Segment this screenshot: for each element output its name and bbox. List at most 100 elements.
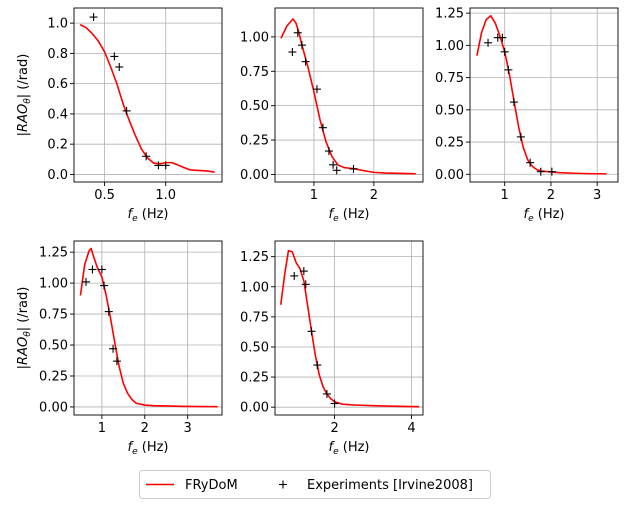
y-tick-label: 1.0 xyxy=(47,17,68,32)
x-tick-label: 2 xyxy=(370,188,378,203)
experiment-data-point xyxy=(290,271,299,280)
experiment-data-point xyxy=(301,57,310,66)
x-tick-label: 0.5 xyxy=(94,188,115,203)
y-tick-label: 0.4 xyxy=(47,107,68,122)
experiment-data-point xyxy=(349,164,358,173)
experiment-data-point xyxy=(504,65,513,74)
experiment-data-point xyxy=(324,147,333,156)
subplot-5: 2 4 0.00 0.25 0.50 0.75 1.00 1.25 fe (Hz) xyxy=(240,240,424,457)
y-axis-label: |RAOθ| (/rad) xyxy=(16,54,33,137)
x-tick-label: 2 xyxy=(330,421,338,436)
y-tick-label: 0.75 xyxy=(240,65,269,80)
y-tick-label: 0.00 xyxy=(435,168,464,183)
experiment-data-point xyxy=(498,33,507,42)
legend-experiment-marker-swatch xyxy=(279,480,287,489)
frydom-series-line xyxy=(79,247,218,408)
experiment-data-point xyxy=(297,41,306,50)
y-tick-label: 0.75 xyxy=(435,71,464,86)
y-tick-label: 0.00 xyxy=(39,400,68,415)
x-axis-label: fe (Hz) xyxy=(329,440,370,457)
x-tick-label: 3 xyxy=(593,188,601,203)
frydom-series-line xyxy=(79,23,215,173)
x-axis-label: fe (Hz) xyxy=(128,207,169,224)
y-tick-label: 0.2 xyxy=(47,138,68,153)
subplot-2: 1 2 0.00 0.25 0.50 0.75 1.00 fe (Hz) xyxy=(240,7,424,224)
x-axis-label: fe (Hz) xyxy=(329,207,370,224)
plot-frame xyxy=(274,240,424,416)
y-tick-label: 0.8 xyxy=(47,47,68,62)
experiment-data-point xyxy=(115,63,124,72)
experiment-data-point xyxy=(509,98,518,107)
experiment-data-point xyxy=(97,265,106,274)
y-tick-label: 1.00 xyxy=(240,30,269,45)
y-axis-label: |RAOθ| (/rad) xyxy=(16,287,33,370)
experiment-data-point xyxy=(526,158,535,167)
subplot-1: 0.5 1.0 0.0 0.2 0.4 0.6 0.8 1.0 fe (Hz) |RAOθ| (/… xyxy=(16,7,223,224)
experiment-data-point xyxy=(104,307,113,316)
y-tick-label: 0.75 xyxy=(39,308,68,323)
x-tick-label: 1 xyxy=(310,188,318,203)
experiment-data-point xyxy=(82,277,91,286)
experiment-data-point xyxy=(313,361,322,370)
frydom-series-line xyxy=(476,14,607,175)
experiment-data-point xyxy=(516,132,525,141)
x-tick-label: 1.0 xyxy=(155,188,176,203)
y-tick-label: 0.25 xyxy=(240,371,269,386)
experiment-data-point xyxy=(312,85,321,94)
experiment-data-point xyxy=(110,52,119,61)
y-tick-label: 0.00 xyxy=(240,401,269,416)
experiment-data-point xyxy=(329,160,338,169)
x-axis-label: fe (Hz) xyxy=(524,207,565,224)
y-tick-label: 0.25 xyxy=(39,369,68,384)
experiment-data-point xyxy=(112,357,121,366)
experiment-data-point xyxy=(484,38,493,47)
experiment-data-point xyxy=(547,167,556,176)
y-tick-label: 0.25 xyxy=(240,134,269,149)
experiment-data-point xyxy=(100,281,109,290)
y-tick-label: 0.00 xyxy=(240,168,269,183)
x-axis-label: fe (Hz) xyxy=(128,440,169,457)
legend: FRyDoM Experiments [Irvine2008] xyxy=(139,470,491,499)
plot-frame xyxy=(469,7,619,183)
plot-frame xyxy=(274,7,424,183)
frydom-series-line xyxy=(279,249,420,408)
experiment-data-point xyxy=(142,152,151,161)
experiment-data-point xyxy=(88,265,97,274)
x-tick-label: 1 xyxy=(98,421,106,436)
y-tick-label: 0.0 xyxy=(47,168,68,183)
experiment-data-point xyxy=(318,123,327,132)
experiment-data-point xyxy=(322,389,331,398)
experiment-data-point xyxy=(307,327,316,336)
experiment-data-point xyxy=(332,166,341,175)
legend-experiment-label: Experiments [Irvine2008] xyxy=(307,478,473,493)
x-tick-label: 3 xyxy=(184,421,192,436)
y-tick-label: 1.00 xyxy=(39,277,68,292)
subplot-4: 1 2 3 0.00 0.25 0.50 0.75 1.00 1.25 fe (Hz) |RAOθ|… xyxy=(16,240,223,457)
experiment-data-point xyxy=(109,344,118,353)
experiment-data-point xyxy=(330,399,339,408)
y-tick-label: 0.50 xyxy=(39,339,68,354)
x-tick-label: 2 xyxy=(141,421,149,436)
experiment-data-point xyxy=(161,161,170,170)
experiment-data-point xyxy=(154,161,163,170)
frydom-series-line xyxy=(280,18,416,175)
x-tick-label: 4 xyxy=(407,421,415,436)
experiment-data-point xyxy=(293,28,302,37)
experiment-data-point xyxy=(500,47,509,56)
plot-frame xyxy=(73,7,223,183)
y-tick-label: 1.00 xyxy=(240,280,269,295)
x-tick-label: 1 xyxy=(501,188,509,203)
experiment-data-point xyxy=(288,48,297,57)
experiment-data-point xyxy=(89,13,98,22)
y-tick-label: 0.50 xyxy=(435,103,464,118)
legend-model-label: FRyDoM xyxy=(185,478,238,493)
y-tick-label: 0.50 xyxy=(240,340,269,355)
y-tick-label: 1.00 xyxy=(435,39,464,54)
x-tick-label: 2 xyxy=(547,188,555,203)
y-tick-label: 0.50 xyxy=(240,99,269,114)
legend-frame xyxy=(139,470,491,499)
subplot-grid: 0.5 1.0 0.0 0.2 0.4 0.6 0.8 1.0 fe (Hz) |RAOθ| (/… xyxy=(16,7,619,457)
plot-frame xyxy=(73,240,223,416)
y-tick-label: 0.25 xyxy=(435,136,464,151)
y-tick-label: 0.75 xyxy=(240,310,269,325)
